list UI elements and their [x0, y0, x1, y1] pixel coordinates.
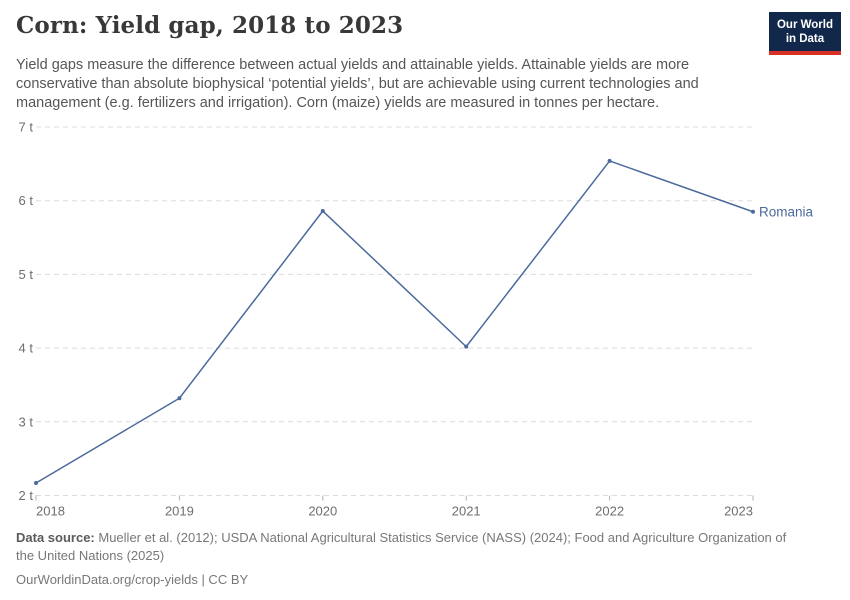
series-romania[interactable]: Romania	[34, 158, 814, 485]
data-source-text: Mueller et al. (2012); USDA National Agr…	[16, 530, 787, 563]
data-point-marker[interactable]	[34, 480, 38, 485]
y-axis-tick-label: 2 t	[19, 488, 34, 503]
x-axis-tick-label: 2018	[36, 504, 65, 519]
data-source-line: Data source: Mueller et al. (2012); USDA…	[16, 529, 806, 564]
data-point-marker[interactable]	[607, 158, 612, 163]
y-axis-tick-label: 7 t	[19, 120, 34, 135]
y-axis-tick-label: 6 t	[19, 193, 34, 208]
y-axis-tick-label: 3 t	[19, 414, 34, 429]
data-point-marker[interactable]	[320, 209, 325, 214]
chart-footer: Data source: Mueller et al. (2012); USDA…	[16, 529, 806, 589]
data-source-label: Data source:	[16, 530, 95, 545]
data-point-marker[interactable]	[177, 396, 182, 401]
data-point-marker[interactable]	[464, 344, 469, 349]
owid-logo: Our World in Data	[768, 12, 841, 55]
series-end-label[interactable]: Romania	[759, 204, 814, 219]
y-axis-tick-label: 4 t	[19, 341, 34, 356]
data-point-marker[interactable]	[751, 209, 755, 214]
series-line[interactable]	[35, 160, 754, 484]
x-axis-tick-label: 2021	[452, 504, 481, 519]
page-title: Corn: Yield gap, 2018 to 2023	[16, 12, 404, 39]
x-axis-tick-label: 2023	[724, 504, 753, 519]
owid-logo-line1: Our World	[776, 19, 833, 31]
license-line: OurWorldinData.org/crop-yields | CC BY	[16, 572, 249, 587]
chart-subtitle: Yield gaps measure the difference betwee…	[16, 57, 699, 111]
x-axis-tick-label: 2019	[165, 504, 194, 519]
y-axis-tick-label: 5 t	[19, 267, 34, 282]
x-axis-tick-label: 2020	[308, 504, 337, 519]
owid-logo-line2: in Data	[785, 33, 825, 45]
line-chart: 2 t 3 t 4 t 5 t 6 t 7 t 2018 2019 2020 2021 2022 20…	[19, 120, 814, 519]
x-axis-tick-label: 2022	[595, 504, 624, 519]
